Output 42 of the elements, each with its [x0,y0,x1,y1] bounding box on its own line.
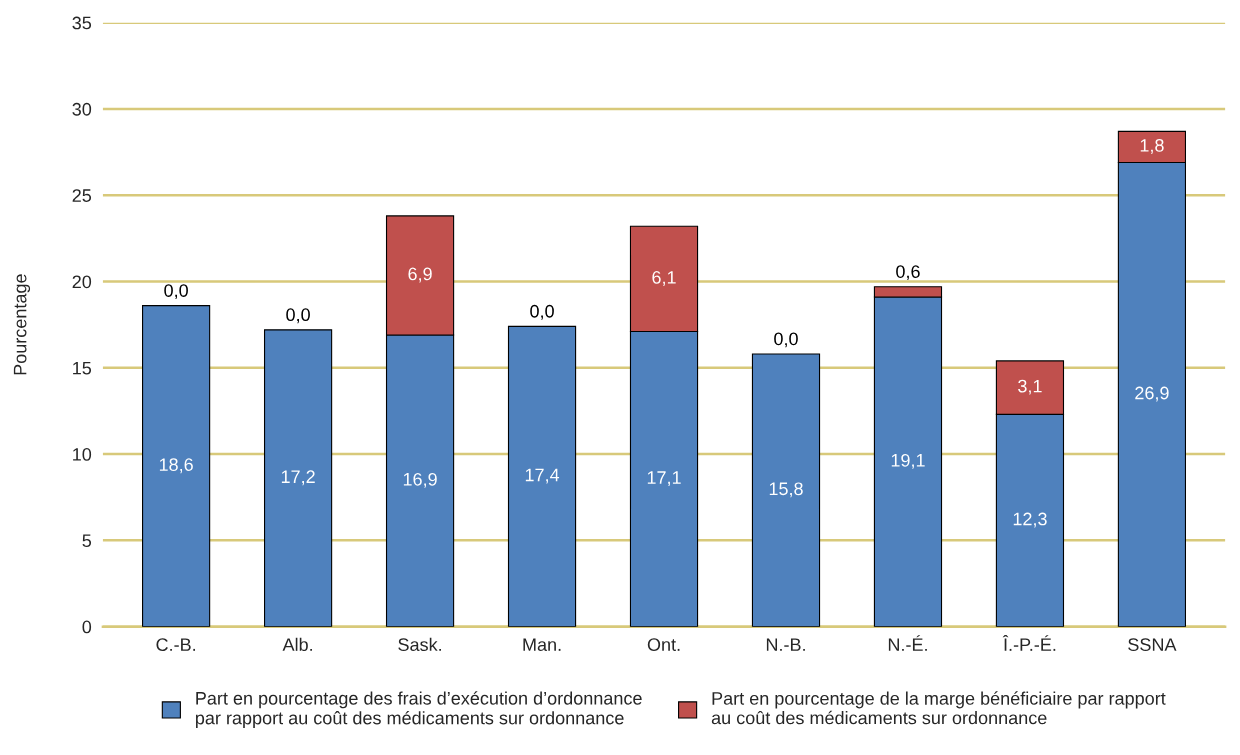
data-label: 17,4 [525,468,560,484]
x-tick-label: N.-B. [766,638,805,651]
y-tick-label: 5 [82,534,92,548]
bar [142,305,211,627]
y-tick-label: 0 [82,620,92,634]
x-tick-label: N.-É. [888,635,927,651]
legend-label: Part en pourcentage de la marge bénéficiaire par rapport au coût des médicaments sur ordonnance [711,691,1166,725]
data-label: 16,9 [403,472,437,488]
data-label: 0,0 [774,332,798,348]
data-label: 0,0 [530,304,554,320]
data-label: 12,3 [1013,512,1047,528]
y-tick-label: 30 [72,102,92,116]
x-tick-label: SSNA [1128,638,1177,652]
y-tick-label: 20 [72,275,92,289]
data-label: 0,6 [896,265,920,281]
y-tick-label: 25 [72,189,92,202]
legend-label: Part en pourcentage des frais d’exécution d’ordonnance par rapport au coût des médicaments sur ordonnance [195,691,642,728]
data-label: 26,9 [1135,386,1169,402]
x-tick-label: Î.-P.-É. [1002,635,1056,651]
data-label: 0,0 [286,308,310,324]
data-label: 3,1 [1018,379,1042,395]
data-label: 6,1 [652,270,676,286]
y-axis-title: Pourcentage [13,274,31,375]
x-tick-label: Sask. [398,637,441,652]
data-label: 15,8 [769,482,803,498]
data-label: 1,8 [1140,138,1164,154]
x-tick-label: C.-B. [156,638,196,652]
y-tick-label: 10 [73,448,92,461]
x-tick-label: Alb. [282,637,312,652]
data-label: 6,9 [408,267,432,283]
data-label: 17,2 [281,470,315,486]
x-tick-label: Ont. [647,638,680,652]
bar [507,325,577,627]
y-tick-label: 15 [73,361,92,375]
data-label: 0,0 [164,284,188,300]
x-tick-label: Man. [523,638,561,652]
y-tick-label: 35 [72,16,92,30]
bar [751,353,821,627]
data-label: 18,6 [159,458,193,474]
data-label: 17,1 [647,471,681,487]
data-label: 19,1 [891,453,925,469]
bar [263,329,333,627]
